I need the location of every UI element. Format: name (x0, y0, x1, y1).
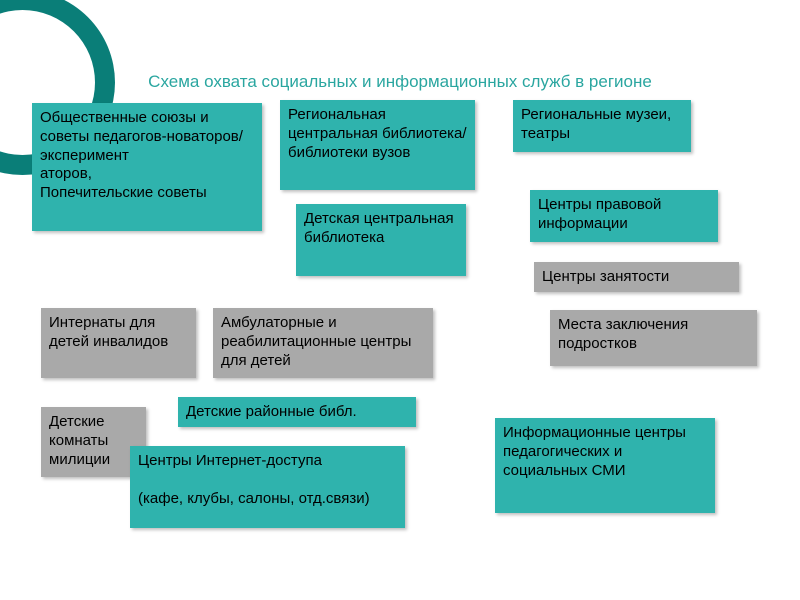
box-museums: Региональные музеи, театры (513, 100, 691, 152)
box-info-centers: Информационные центры педагогических и с… (495, 418, 715, 513)
box-detention: Места заключения подростков (550, 310, 757, 366)
box-child-lib: Детская центральная библиотека (296, 204, 466, 276)
box-ambulatory: Амбулаторные и реабилитационные центры д… (213, 308, 433, 378)
box-district-libs: Детские районные библ. (178, 397, 416, 427)
box-internet-access: Центры Интернет-доступа (кафе, клубы, са… (130, 446, 405, 528)
diagram-canvas: Схема охвата социальных и информационных… (0, 0, 800, 600)
box-unions: Общественные союзы и советы педагогов-но… (32, 103, 262, 231)
box-employment: Центры занятости (534, 262, 739, 292)
box-internats: Интернаты для детей инвалидов (41, 308, 196, 378)
box-law-centers: Центры правовой информации (530, 190, 718, 242)
diagram-title: Схема охвата социальных и информационных… (120, 72, 680, 92)
box-regional-lib: Региональная центральная библиотека/ биб… (280, 100, 475, 190)
